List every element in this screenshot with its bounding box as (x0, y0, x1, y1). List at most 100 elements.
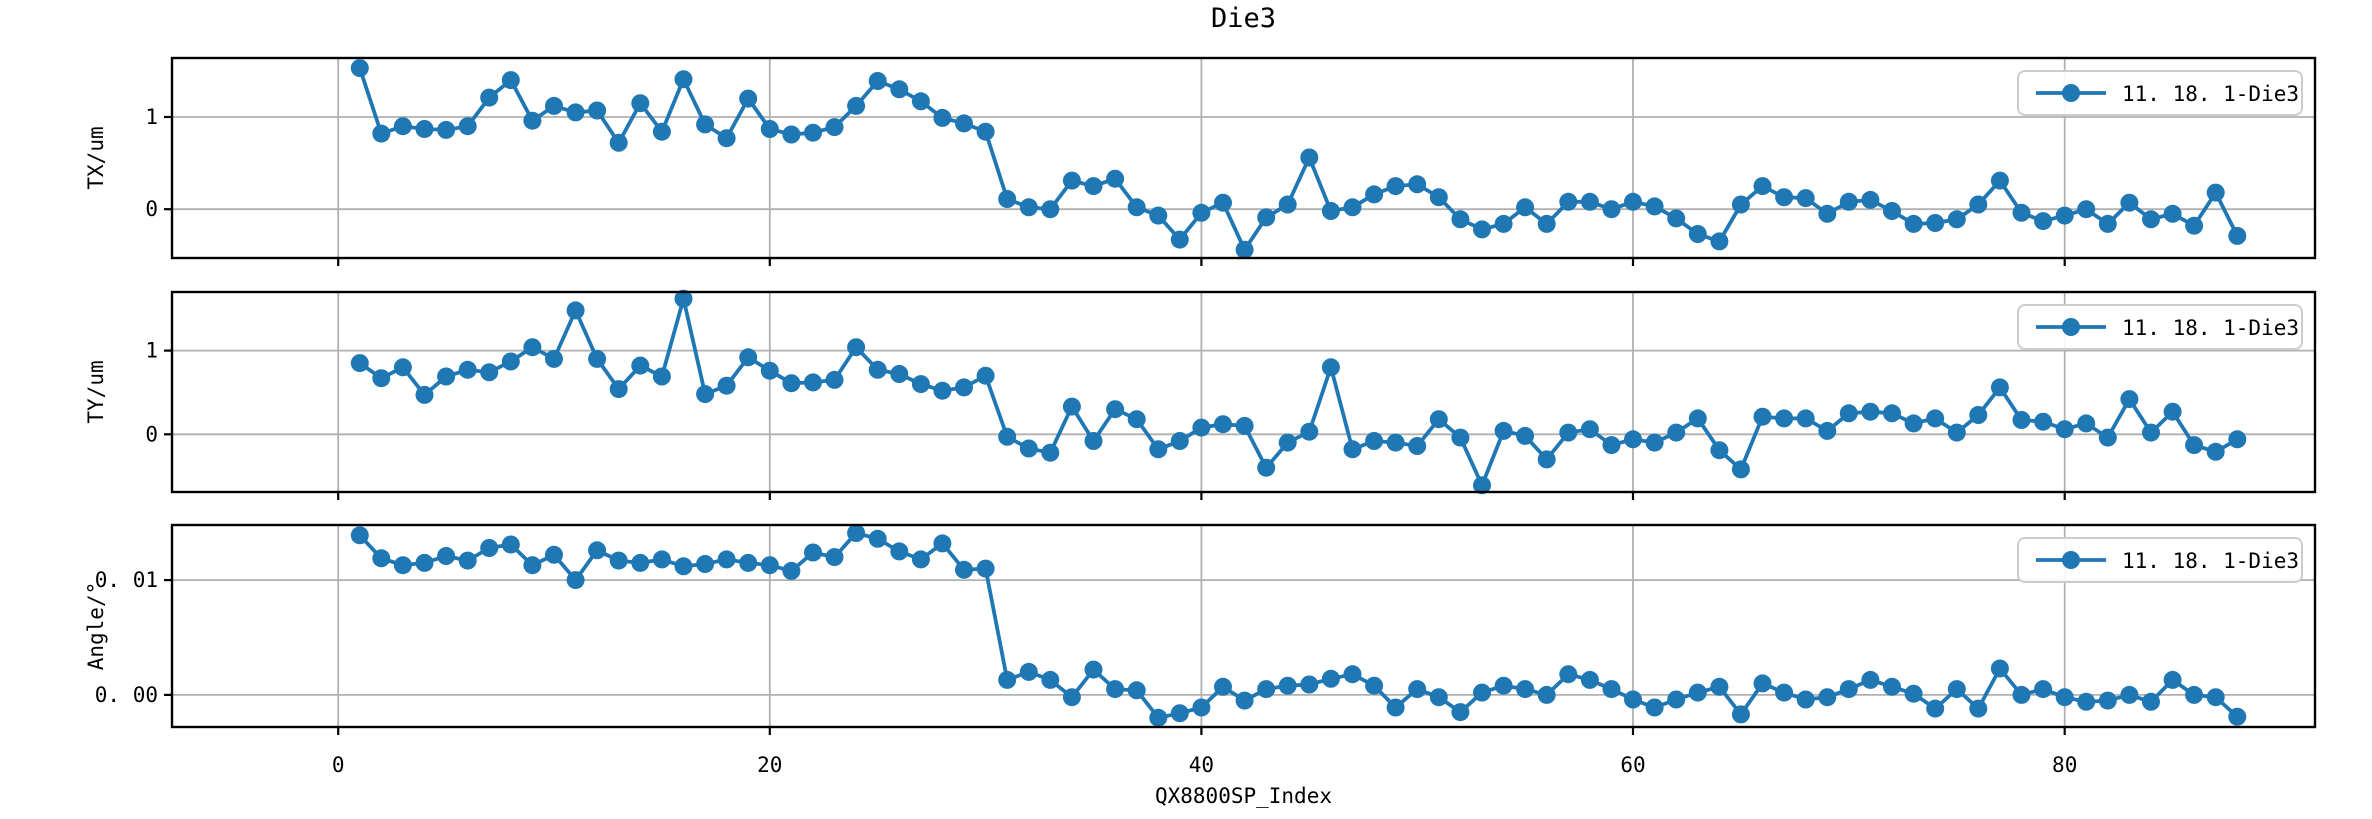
chart-title: Die3 (1210, 3, 1277, 34)
data-point (350, 354, 369, 373)
data-point (1386, 177, 1405, 196)
legend-sample-marker (2062, 551, 2080, 569)
data-point (566, 103, 585, 122)
data-point (1019, 439, 1038, 458)
data-point (2228, 707, 2247, 726)
data-point (1624, 430, 1642, 449)
data-point (652, 550, 671, 569)
data-point (1408, 175, 1427, 194)
data-point (2120, 685, 2139, 704)
data-point (1580, 670, 1599, 689)
legend-box (2017, 70, 2303, 116)
data-point (1170, 432, 1189, 450)
data-point (1192, 203, 1211, 222)
data-point (1451, 428, 1470, 447)
data-point (2228, 226, 2247, 245)
data-point (1645, 197, 1664, 216)
data-point (545, 545, 563, 564)
data-point (1559, 192, 1578, 211)
data-point (1321, 358, 1340, 377)
data-point (1170, 704, 1189, 723)
data-point (372, 369, 391, 388)
data-point (1818, 421, 1837, 440)
y-axis-label: TX/um (84, 126, 108, 189)
data-point (1818, 688, 1837, 707)
data-point (933, 108, 952, 127)
data-point (588, 349, 607, 368)
data-point (1429, 688, 1448, 707)
x-tick-label: 0 (332, 753, 345, 777)
data-point (1645, 433, 1664, 452)
data-point (1429, 410, 1448, 429)
data-point (739, 553, 758, 572)
data-point (501, 352, 520, 371)
data-point (1127, 198, 1146, 217)
data-point (1019, 198, 1038, 217)
data-point (825, 548, 844, 567)
data-point (1494, 676, 1513, 695)
data-point (1602, 680, 1621, 699)
data-point (1731, 460, 1750, 479)
data-point (1127, 681, 1146, 700)
data-point (1365, 185, 1384, 204)
data-point (911, 375, 930, 394)
data-point (1537, 450, 1556, 469)
data-point (1904, 414, 1923, 433)
data-point (1969, 195, 1988, 214)
data-point (2185, 685, 2204, 704)
data-point (1278, 433, 1297, 452)
data-point (1645, 698, 1664, 717)
data-point (1062, 397, 1081, 416)
data-point (631, 553, 650, 572)
y-tick-label: 0. 00 (95, 683, 158, 707)
data-point (868, 529, 887, 548)
data-point (2098, 214, 2117, 233)
data-point (1300, 675, 1319, 694)
data-point (1775, 683, 1794, 702)
data-point (545, 96, 563, 115)
data-point (1257, 208, 1276, 227)
legend-label: 11. 18. 1-Die3 (2122, 316, 2299, 340)
data-point (1602, 436, 1621, 455)
data-point (1839, 404, 1858, 423)
data-point (1667, 423, 1686, 442)
data-point (1041, 443, 1060, 462)
data-point (1731, 195, 1750, 214)
data-point (609, 133, 628, 152)
data-point (523, 338, 542, 357)
data-point (1990, 171, 2009, 190)
data-point (1408, 437, 1427, 455)
legend-box (2017, 304, 2303, 350)
data-point (1278, 195, 1297, 214)
subplot-angle: 0. 01 0. 00 Angle/° 11. 18. 1-Die3 (84, 523, 2317, 735)
data-point (2077, 200, 2096, 219)
data-point (480, 363, 499, 382)
data-point (976, 559, 995, 578)
data-point (1473, 683, 1491, 702)
legend-label: 11. 18. 1-Die3 (2122, 82, 2299, 106)
data-point (674, 70, 693, 89)
data-point (1710, 677, 1729, 696)
data-point (1321, 669, 1340, 688)
data-point (2012, 411, 2031, 429)
data-point (1235, 416, 1254, 435)
data-point (2034, 680, 2053, 699)
data-point (437, 367, 456, 386)
data-point (1062, 171, 1081, 190)
data-point (1580, 420, 1599, 439)
data-point (2163, 670, 2182, 689)
data-point (696, 555, 715, 573)
data-point (1257, 458, 1276, 477)
data-point (1062, 688, 1081, 707)
data-point (1861, 402, 1880, 421)
data-point (480, 88, 499, 107)
data-point (1537, 214, 1556, 233)
data-point (804, 123, 822, 142)
data-point (1580, 192, 1599, 211)
data-point (933, 534, 952, 553)
y-tick-label: 1 (145, 339, 158, 363)
data-point (1753, 674, 1772, 693)
series-line (358, 530, 2239, 720)
data-point (955, 114, 973, 133)
